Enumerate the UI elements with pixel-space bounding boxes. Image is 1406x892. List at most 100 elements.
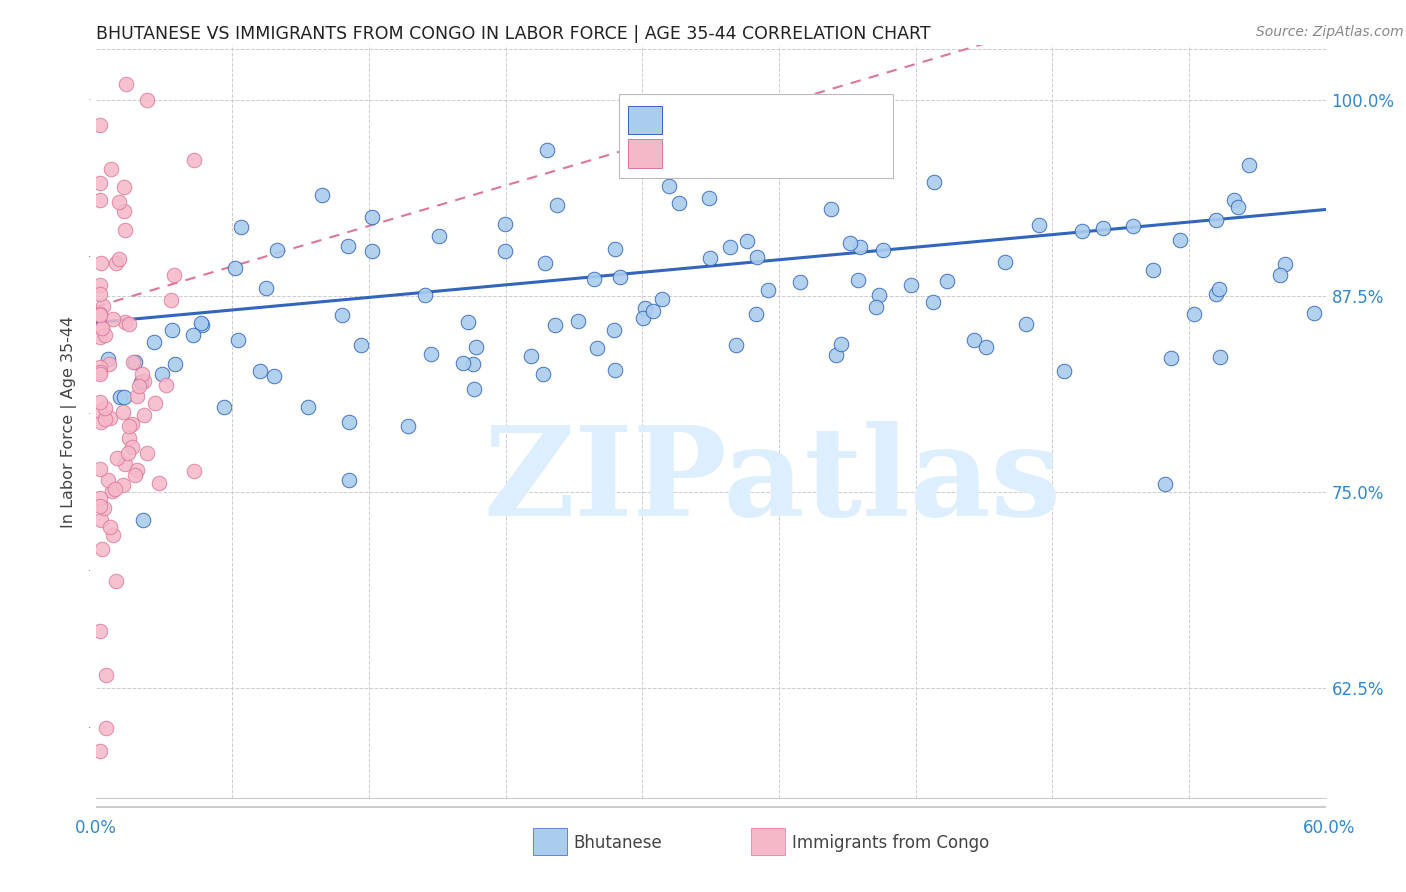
Point — [900, 277, 922, 292]
Point — [254, 281, 277, 295]
Point — [1168, 234, 1191, 248]
Point — [494, 218, 516, 232]
Point — [135, 93, 157, 107]
Point — [1302, 306, 1324, 320]
Point — [415, 288, 437, 302]
Text: 0.063: 0.063 — [707, 147, 759, 165]
Point — [89, 307, 111, 321]
Point — [699, 251, 721, 265]
Point — [90, 321, 112, 335]
Point — [783, 136, 806, 150]
Point — [97, 473, 120, 487]
Point — [183, 464, 205, 478]
Point — [699, 191, 721, 205]
Point — [848, 239, 870, 253]
Text: 0.0%: 0.0% — [75, 819, 117, 837]
Point — [100, 161, 122, 176]
Point — [718, 240, 741, 254]
Point — [112, 390, 135, 404]
Text: Bhutanese: Bhutanese — [574, 834, 662, 852]
Point — [494, 244, 516, 258]
Point — [263, 368, 285, 383]
Point — [122, 355, 145, 369]
Point — [451, 355, 474, 369]
Point — [191, 318, 214, 333]
Point — [586, 341, 609, 355]
Point — [98, 519, 121, 533]
Point — [89, 330, 111, 344]
Point — [605, 243, 627, 257]
Point — [143, 395, 166, 409]
Point — [519, 349, 541, 363]
Point — [93, 299, 115, 313]
Point — [160, 323, 183, 337]
Point — [148, 476, 170, 491]
Point — [641, 304, 664, 318]
Point — [115, 77, 138, 91]
Point — [89, 462, 111, 476]
Point — [609, 269, 631, 284]
Point — [114, 223, 136, 237]
Point — [420, 346, 443, 360]
Point — [110, 390, 132, 404]
Text: 60.0%: 60.0% — [1302, 819, 1355, 837]
Point — [135, 446, 157, 460]
Point — [101, 527, 124, 541]
Point — [150, 368, 173, 382]
Point — [567, 313, 589, 327]
Point — [631, 310, 654, 325]
Point — [1208, 282, 1230, 296]
Point — [94, 401, 117, 415]
Point — [226, 334, 249, 348]
Point — [101, 484, 124, 499]
Point — [846, 273, 869, 287]
Point — [1237, 158, 1260, 172]
Point — [89, 367, 111, 381]
Point — [89, 499, 111, 513]
Point — [711, 142, 734, 156]
Point — [90, 513, 112, 527]
Point — [872, 243, 894, 257]
Point — [108, 252, 131, 266]
Point — [1015, 318, 1038, 332]
Point — [427, 229, 450, 244]
Point — [142, 334, 165, 349]
Text: ZIPatlas: ZIPatlas — [484, 421, 1062, 542]
Point — [546, 198, 568, 212]
Point — [337, 238, 360, 252]
Point — [396, 419, 419, 434]
Point — [1182, 307, 1205, 321]
Point — [162, 268, 184, 282]
Point — [89, 176, 111, 190]
Point — [349, 338, 371, 352]
Point — [1222, 193, 1244, 207]
Point — [311, 188, 333, 202]
Text: R =: R = — [669, 147, 706, 165]
Point — [125, 463, 148, 477]
Point — [1028, 219, 1050, 233]
Point — [104, 256, 127, 270]
Point — [104, 482, 127, 496]
Point — [974, 340, 997, 354]
Point — [1142, 263, 1164, 277]
Point — [160, 293, 183, 308]
Point — [1205, 287, 1227, 301]
Point — [582, 272, 605, 286]
Point — [105, 574, 128, 588]
Point — [90, 256, 112, 270]
Point — [865, 300, 887, 314]
Point — [361, 210, 384, 224]
Point — [94, 328, 117, 343]
Point — [90, 542, 112, 557]
Point — [922, 175, 945, 189]
Point — [1154, 476, 1177, 491]
Point — [337, 473, 360, 487]
Point — [330, 308, 353, 322]
Point — [89, 194, 111, 208]
Point — [132, 374, 155, 388]
Point — [634, 301, 657, 316]
Point — [124, 468, 146, 483]
Point — [531, 367, 554, 381]
Point — [1091, 221, 1114, 235]
Text: Immigrants from Congo: Immigrants from Congo — [792, 834, 988, 852]
